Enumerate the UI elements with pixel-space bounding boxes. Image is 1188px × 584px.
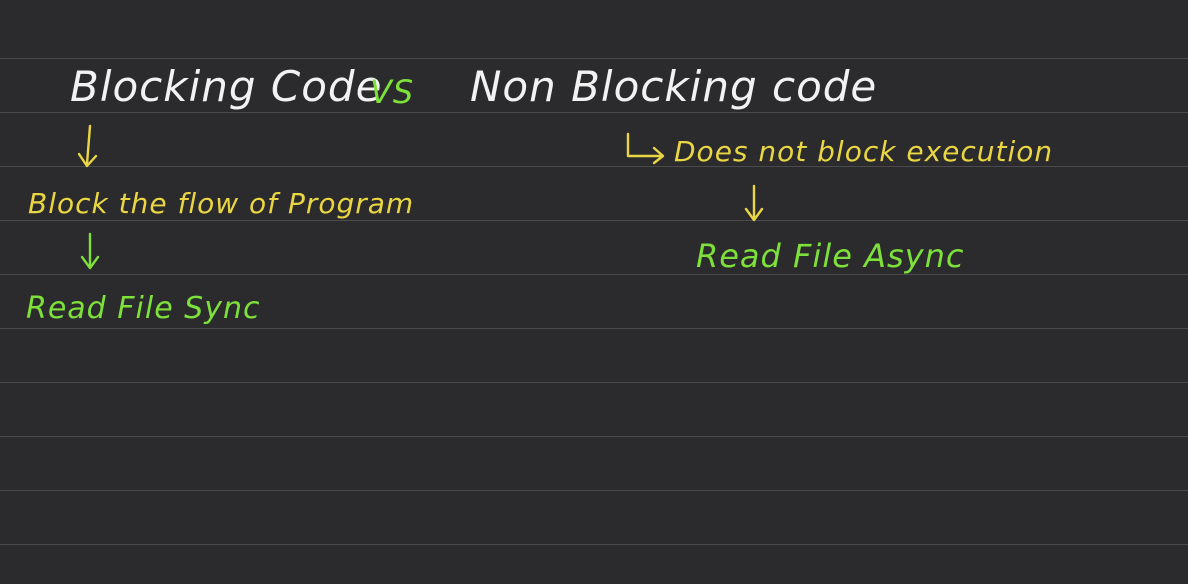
ruled-line: [0, 58, 1188, 59]
blocking-description: Block the flow of Program: [28, 187, 415, 220]
title-non-blocking-code: Non Blocking code: [470, 62, 878, 111]
arrow-curved-right-icon: [626, 132, 665, 165]
ruled-line: [0, 274, 1188, 275]
ruled-line: [0, 166, 1188, 167]
ruled-line: [0, 112, 1188, 113]
title-vs: VS: [370, 73, 415, 111]
non-blocking-method: Read File Async: [696, 237, 965, 275]
arrow-down-icon: [744, 184, 764, 222]
ruled-line: [0, 220, 1188, 221]
ruled-line: [0, 544, 1188, 545]
ruled-line: [0, 328, 1188, 329]
non-blocking-description: Does not block execution: [674, 135, 1054, 168]
arrow-down-icon: [77, 124, 98, 168]
arrow-down-icon: [80, 232, 100, 270]
ruled-line: [0, 436, 1188, 437]
ruled-line: [0, 490, 1188, 491]
title-blocking-code: Blocking Code: [70, 62, 383, 111]
ruled-line: [0, 382, 1188, 383]
blocking-method: Read File Sync: [26, 291, 261, 326]
